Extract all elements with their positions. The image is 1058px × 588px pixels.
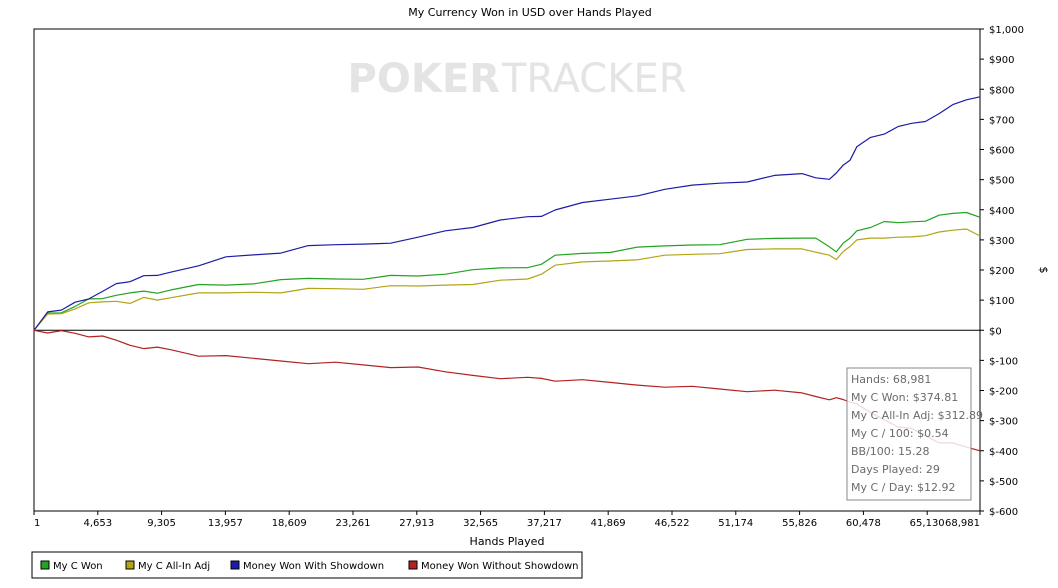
x-tick-label: 60,478 xyxy=(846,518,881,529)
y-tick-label: $-500 xyxy=(989,477,1018,488)
y-tick-label: $-400 xyxy=(989,447,1018,458)
series-line-money-won-without-showdown xyxy=(33,329,981,452)
watermark: POKER TRACKER xyxy=(348,56,687,102)
x-tick-label: 51,174 xyxy=(718,518,753,529)
y-tick-label: $0 xyxy=(989,326,1002,337)
series-line-money-won-with-showdown xyxy=(33,96,981,331)
x-axis-label: Hands Played xyxy=(470,535,545,548)
legend-swatch xyxy=(408,560,418,570)
x-tick-label: 1 xyxy=(34,518,40,529)
watermark-poker: POKER xyxy=(348,56,500,102)
y-tick-label: $300 xyxy=(989,236,1014,247)
x-tick-label: 13,957 xyxy=(208,518,243,529)
tooltip-line: Days Played: 29 xyxy=(851,463,940,476)
x-tick-label: 27,913 xyxy=(399,518,434,529)
x-axis: 1 4,653 9,305 13,957 18,609 23,261 27,913 32,56… xyxy=(33,511,981,529)
tooltip-box xyxy=(846,367,972,501)
data-tooltip: Hands: 68,981 My C Won: $374.81 My C All… xyxy=(846,367,983,501)
series-line-my-c-won xyxy=(33,211,981,331)
y-tick-label: $200 xyxy=(989,266,1014,277)
chart-title: My Currency Won in USD over Hands Played xyxy=(408,6,651,19)
legend-swatch xyxy=(40,560,50,570)
x-tick-label: 32,565 xyxy=(463,518,498,529)
x-tick-label: 65,130 xyxy=(910,518,945,529)
y-tick-label: $700 xyxy=(989,115,1014,126)
tooltip-line: Hands: 68,981 xyxy=(851,373,931,386)
legend-item-my-c-all-in-adj[interactable]: My C All-In Adj xyxy=(125,560,210,572)
y-tick-label: $600 xyxy=(989,146,1014,157)
tooltip-line: My C / Day: $12.92 xyxy=(851,481,956,494)
legend-label: Money Won With Showdown xyxy=(243,561,384,572)
y-tick-label: $400 xyxy=(989,206,1014,217)
watermark-tracker: TRACKER xyxy=(501,56,687,102)
x-tick-label: 46,522 xyxy=(654,518,689,529)
legend-box xyxy=(31,551,583,579)
tooltip-line: BB/100: 15.28 xyxy=(851,445,930,458)
legend-item-money-won-without-showdown[interactable]: Money Won Without Showdown xyxy=(408,560,579,572)
y-tick-label: $1,000 xyxy=(989,25,1024,36)
legend-label: My C Won xyxy=(53,561,103,572)
x-tick-label: 41,869 xyxy=(591,518,626,529)
legend-swatch xyxy=(125,560,135,570)
legend-label: Money Won Without Showdown xyxy=(421,561,579,572)
x-tick-label: 37,217 xyxy=(527,518,562,529)
y-axis-label: $ xyxy=(1037,267,1050,274)
tooltip-line: My C / 100: $0.54 xyxy=(851,427,949,440)
legend-label: My C All-In Adj xyxy=(138,561,210,572)
tooltip-line: My C Won: $374.81 xyxy=(851,391,958,404)
x-tick-label: 68,981 xyxy=(945,518,980,529)
y-tick-label: $800 xyxy=(989,85,1014,96)
y-tick-label: $-600 xyxy=(989,507,1018,518)
series-line-my-c-all-in-adj xyxy=(33,228,981,331)
x-tick-label: 55,826 xyxy=(782,518,817,529)
y-tick-label: $100 xyxy=(989,296,1014,307)
legend-swatch xyxy=(230,560,240,570)
tooltip-line: My C All-In Adj: $312.89 xyxy=(851,409,983,422)
x-tick-label: 4,653 xyxy=(83,518,112,529)
y-tick-label: $500 xyxy=(989,176,1014,187)
x-tick-label: 23,261 xyxy=(335,518,370,529)
y-tick-label: $-200 xyxy=(989,387,1018,398)
x-tick-label: 18,609 xyxy=(272,518,307,529)
legend-item-money-won-with-showdown[interactable]: Money Won With Showdown xyxy=(230,560,384,572)
legend-item-my-c-won[interactable]: My C Won xyxy=(40,560,103,572)
y-tick-label: $-100 xyxy=(989,356,1018,367)
series-lines xyxy=(33,96,981,452)
legend: My C Won My C All-In Adj Money Won With … xyxy=(31,551,583,579)
y-axis: $1,000 $900 $800 $700 $600 $500 $400 $300 $200 $1… xyxy=(980,25,1024,518)
y-tick-label: $900 xyxy=(989,55,1014,66)
x-tick-label: 9,305 xyxy=(147,518,176,529)
y-tick-label: $-300 xyxy=(989,417,1018,428)
